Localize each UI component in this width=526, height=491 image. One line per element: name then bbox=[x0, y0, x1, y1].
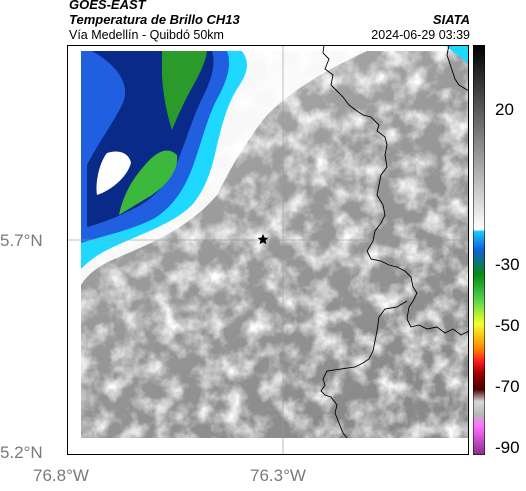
x-tick-label-west: 76.8°W bbox=[33, 466, 89, 485]
municipal-border bbox=[320, 300, 408, 439]
data-margin-bottom bbox=[67, 438, 469, 455]
y-tick-label-south: 5.2°N bbox=[0, 443, 43, 462]
map-frame bbox=[67, 45, 469, 455]
data-margin-left bbox=[67, 45, 81, 455]
star-marker-icon[interactable] bbox=[257, 234, 269, 245]
x-tick-label-center: 76.3°W bbox=[250, 466, 306, 485]
colorbar-scale bbox=[473, 45, 485, 455]
cloud-core-green-2 bbox=[119, 150, 178, 215]
colorbar-label-20: 20 bbox=[495, 100, 514, 119]
colorbar-label-minus70: -70 bbox=[495, 377, 520, 396]
product-title: Temperatura de Brillo CH13 bbox=[69, 12, 240, 27]
department-border bbox=[322, 45, 469, 336]
colorbar-label-minus30: -30 bbox=[495, 255, 520, 274]
colorbar-label-minus90: -90 bbox=[495, 438, 520, 457]
river-border bbox=[446, 45, 469, 92]
satellite-name: GOES-EAST bbox=[69, 0, 146, 12]
route-subtitle: Vía Medellín - Quibdó 50km bbox=[69, 28, 224, 42]
cloud-core-green bbox=[162, 51, 207, 130]
cloud-gap bbox=[96, 151, 131, 195]
organization-label: SIATA bbox=[432, 12, 470, 27]
colorbar bbox=[473, 45, 485, 455]
timestamp: 2024-06-29 03:39 bbox=[371, 28, 470, 42]
satellite-map[interactable] bbox=[67, 45, 469, 455]
y-tick-label-north: 5.7°N bbox=[0, 231, 43, 250]
corner-cloud bbox=[445, 45, 469, 65]
top-edge-strip bbox=[81, 45, 469, 51]
colorbar-label-minus50: -50 bbox=[495, 316, 520, 335]
